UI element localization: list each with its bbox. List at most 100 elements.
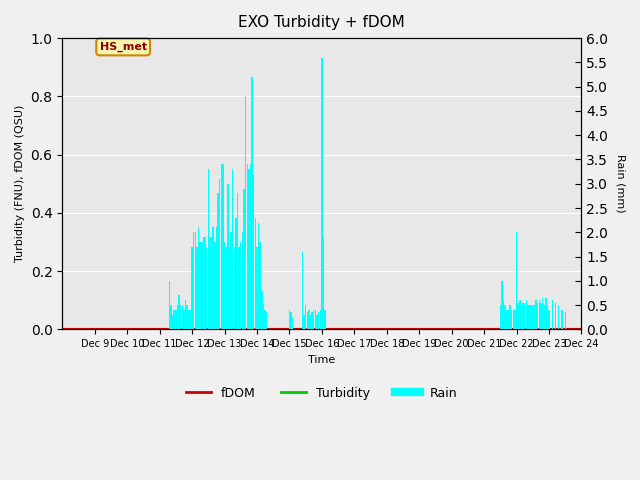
Bar (256, 247, 258, 329)
Bar (514, 310, 516, 329)
Bar (211, 237, 212, 329)
Bar (552, 300, 553, 329)
Bar (323, 237, 324, 329)
Bar (319, 310, 321, 329)
Bar (198, 228, 199, 329)
Bar (529, 305, 531, 329)
Bar (258, 223, 259, 329)
Bar (545, 298, 547, 329)
Title: EXO Turbidity + fDOM: EXO Turbidity + fDOM (239, 15, 405, 30)
Bar (235, 218, 237, 329)
Bar (316, 315, 317, 329)
Bar (207, 169, 209, 329)
Bar (522, 303, 524, 329)
Bar (263, 305, 264, 329)
Y-axis label: Turbidity (FNU), fDOM (QSU): Turbidity (FNU), fDOM (QSU) (15, 105, 25, 263)
Bar (509, 305, 511, 329)
Bar (548, 310, 550, 329)
Bar (173, 310, 175, 329)
Bar (527, 305, 529, 329)
Bar (504, 305, 506, 329)
Bar (301, 252, 303, 329)
Bar (193, 232, 195, 329)
Bar (266, 312, 268, 329)
Bar (532, 305, 534, 329)
Bar (252, 77, 253, 329)
Bar (538, 300, 540, 329)
Bar (501, 281, 502, 329)
Bar (318, 312, 319, 329)
Bar (185, 300, 186, 329)
Bar (255, 218, 256, 329)
Bar (172, 315, 173, 329)
Bar (315, 310, 316, 329)
Bar (238, 247, 240, 329)
Bar (206, 247, 207, 329)
Bar (227, 184, 228, 329)
Bar (186, 305, 188, 329)
Bar (177, 305, 178, 329)
Bar (511, 310, 513, 329)
Bar (264, 310, 266, 329)
Bar (540, 303, 541, 329)
Bar (218, 193, 219, 329)
Text: HS_met: HS_met (100, 42, 147, 52)
Bar (305, 305, 307, 329)
Bar (524, 303, 525, 329)
Bar (240, 242, 241, 329)
Bar (313, 310, 314, 329)
Bar (508, 310, 509, 329)
Bar (182, 305, 183, 329)
Bar (521, 305, 522, 329)
Bar (291, 312, 292, 329)
Bar (222, 164, 223, 329)
Legend: fDOM, Turbidity, Rain: fDOM, Turbidity, Rain (181, 382, 463, 405)
Bar (245, 96, 246, 329)
Bar (292, 317, 293, 329)
Bar (170, 305, 172, 329)
Bar (248, 169, 250, 329)
Bar (232, 169, 234, 329)
Bar (558, 305, 559, 329)
Bar (242, 232, 243, 329)
Bar (230, 232, 232, 329)
Bar (203, 237, 204, 329)
Bar (189, 310, 191, 329)
Y-axis label: Rain (mm): Rain (mm) (615, 155, 625, 213)
Bar (243, 189, 244, 329)
Bar (312, 312, 313, 329)
Bar (179, 295, 180, 329)
Bar (168, 281, 170, 329)
Bar (503, 300, 504, 329)
Bar (500, 305, 501, 329)
Bar (216, 228, 217, 329)
Bar (516, 232, 517, 329)
Bar (200, 242, 201, 329)
Bar (212, 228, 214, 329)
Bar (310, 315, 311, 329)
Bar (228, 247, 230, 329)
Bar (201, 242, 202, 329)
Bar (535, 300, 537, 329)
Bar (308, 310, 310, 329)
Bar (180, 305, 182, 329)
Bar (525, 300, 527, 329)
X-axis label: Time: Time (308, 355, 335, 365)
Bar (219, 179, 220, 329)
Bar (195, 232, 196, 329)
Bar (321, 58, 323, 329)
Bar (547, 305, 548, 329)
Bar (237, 193, 238, 329)
Bar (183, 310, 185, 329)
Bar (234, 247, 235, 329)
Bar (307, 312, 308, 329)
Bar (531, 305, 532, 329)
Bar (561, 310, 563, 329)
Bar (303, 315, 305, 329)
Bar (519, 300, 520, 329)
Bar (513, 310, 514, 329)
Bar (261, 290, 262, 329)
Bar (534, 305, 535, 329)
Bar (564, 312, 566, 329)
Bar (191, 247, 193, 329)
